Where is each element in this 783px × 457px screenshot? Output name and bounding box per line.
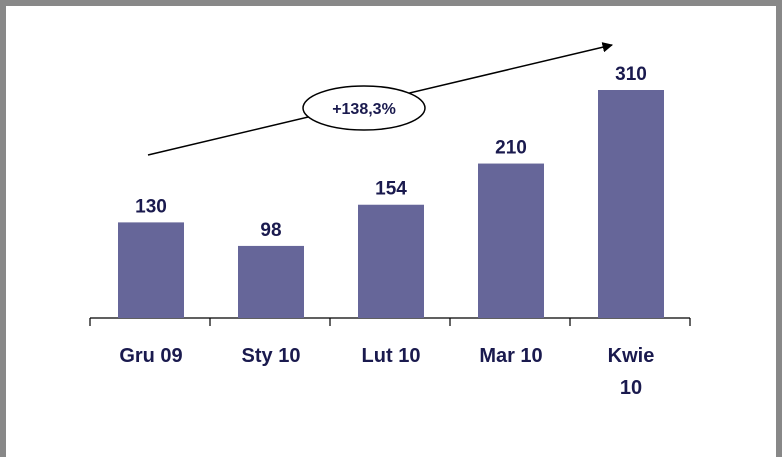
- x-tick-label: Kwie 10: [608, 345, 655, 399]
- x-tick-label: Sty 10: [242, 345, 301, 367]
- bar: [238, 245, 304, 318]
- annotation: +138,3%: [332, 101, 396, 118]
- bar: [598, 90, 664, 318]
- data-label: 210: [495, 138, 527, 159]
- x-tick-label: Mar 10: [479, 345, 542, 367]
- bar: [118, 222, 184, 318]
- x-tick-label: Gru 09: [119, 345, 182, 367]
- data-label: 98: [260, 220, 281, 241]
- bar: [358, 204, 424, 318]
- data-label: 310: [615, 64, 647, 85]
- data-label: 130: [135, 196, 167, 217]
- data-label: 154: [375, 179, 407, 200]
- x-tick-label: Lut 10: [362, 345, 421, 367]
- annotation-ellipse: [302, 85, 426, 131]
- bar: [478, 163, 544, 318]
